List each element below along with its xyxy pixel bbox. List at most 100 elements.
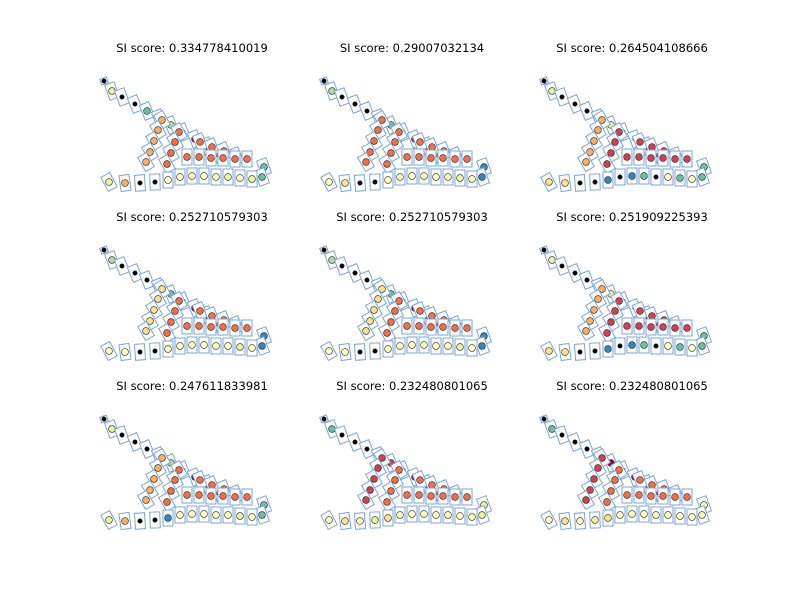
data-point bbox=[545, 516, 553, 524]
data-point bbox=[576, 517, 584, 525]
data-point bbox=[150, 137, 158, 145]
data-point bbox=[219, 323, 227, 331]
seat-box bbox=[425, 487, 437, 505]
data-point bbox=[635, 322, 643, 330]
seat-box bbox=[614, 337, 626, 355]
seat-box bbox=[217, 487, 229, 505]
data-point bbox=[224, 511, 232, 519]
panel: SI score: 0.251909225393 bbox=[539, 210, 713, 362]
seat-box bbox=[358, 270, 376, 290]
data-point bbox=[582, 496, 590, 504]
data-point bbox=[383, 329, 391, 337]
data-point bbox=[243, 324, 251, 332]
seat-box bbox=[338, 511, 352, 531]
data-point bbox=[592, 179, 598, 185]
panel-title: SI score: 0.251909225393 bbox=[556, 210, 708, 224]
seat-box bbox=[369, 511, 381, 529]
seat-box bbox=[353, 343, 367, 361]
data-point bbox=[577, 180, 583, 186]
data-point bbox=[105, 178, 113, 186]
data-point bbox=[121, 517, 129, 525]
data-point bbox=[195, 153, 203, 161]
seat-box bbox=[149, 173, 161, 191]
seat-box bbox=[358, 101, 376, 121]
seat-box bbox=[356, 489, 376, 511]
seat-box bbox=[411, 301, 429, 321]
panel-title: SI score: 0.232480801065 bbox=[556, 379, 708, 393]
data-point bbox=[119, 263, 125, 269]
data-point bbox=[647, 323, 655, 331]
data-point bbox=[144, 446, 150, 452]
seat-box bbox=[645, 149, 657, 167]
data-point bbox=[384, 514, 392, 522]
seat-box bbox=[442, 337, 454, 355]
data-point bbox=[403, 322, 411, 330]
data-point bbox=[132, 270, 138, 276]
data-point bbox=[188, 172, 196, 180]
data-point bbox=[108, 87, 116, 95]
data-point bbox=[391, 138, 399, 146]
seat-box bbox=[657, 487, 669, 505]
data-point bbox=[258, 511, 266, 519]
seat-box bbox=[320, 509, 338, 531]
seat-box bbox=[449, 488, 461, 506]
seat-box bbox=[198, 505, 210, 523]
data-point bbox=[321, 78, 327, 84]
seat-box bbox=[148, 119, 168, 141]
seat-box bbox=[597, 322, 617, 344]
data-point bbox=[444, 173, 452, 181]
seat-box bbox=[662, 337, 674, 355]
data-point bbox=[236, 512, 244, 520]
seat-box bbox=[657, 149, 669, 167]
data-point bbox=[683, 324, 691, 332]
seat-box bbox=[113, 425, 131, 445]
seat-box bbox=[320, 340, 338, 362]
data-point bbox=[154, 126, 162, 134]
data-point bbox=[548, 425, 556, 433]
data-point bbox=[545, 347, 553, 355]
seat-box bbox=[588, 288, 608, 310]
data-point bbox=[561, 517, 569, 525]
data-point bbox=[207, 323, 215, 331]
data-point bbox=[468, 175, 476, 183]
data-point bbox=[370, 137, 378, 145]
data-point bbox=[671, 155, 679, 163]
data-point bbox=[676, 343, 684, 351]
data-point bbox=[408, 510, 416, 518]
seat-box bbox=[136, 320, 156, 342]
data-point bbox=[164, 176, 172, 184]
seat-box bbox=[241, 150, 253, 168]
data-point bbox=[384, 176, 392, 184]
panel-title: SI score: 0.252710579303 bbox=[336, 210, 488, 224]
seat-box bbox=[138, 439, 156, 459]
data-point bbox=[653, 343, 659, 349]
data-point bbox=[176, 342, 184, 350]
seat-box bbox=[174, 506, 186, 524]
seat-box bbox=[149, 511, 161, 529]
data-point bbox=[420, 341, 428, 349]
data-point bbox=[362, 496, 370, 504]
seat-box bbox=[454, 169, 466, 187]
seat-box bbox=[394, 337, 406, 355]
seat-box bbox=[686, 170, 698, 188]
seat-box bbox=[589, 511, 601, 529]
data-point bbox=[611, 307, 619, 315]
data-point bbox=[176, 173, 184, 181]
seat-box bbox=[136, 489, 156, 511]
data-point bbox=[607, 318, 615, 326]
data-point bbox=[137, 349, 143, 355]
data-point bbox=[590, 475, 598, 483]
data-point bbox=[591, 516, 599, 524]
seat-box bbox=[377, 153, 397, 175]
seat-box bbox=[633, 486, 645, 504]
seat-box bbox=[174, 168, 186, 186]
seat-box bbox=[234, 507, 246, 525]
data-point bbox=[224, 173, 232, 181]
data-point bbox=[212, 511, 220, 519]
seat-box bbox=[186, 336, 198, 354]
seat-box bbox=[401, 148, 413, 166]
data-point bbox=[664, 342, 672, 350]
seat-box bbox=[181, 486, 193, 504]
data-point bbox=[119, 94, 125, 100]
seat-box bbox=[377, 322, 397, 344]
